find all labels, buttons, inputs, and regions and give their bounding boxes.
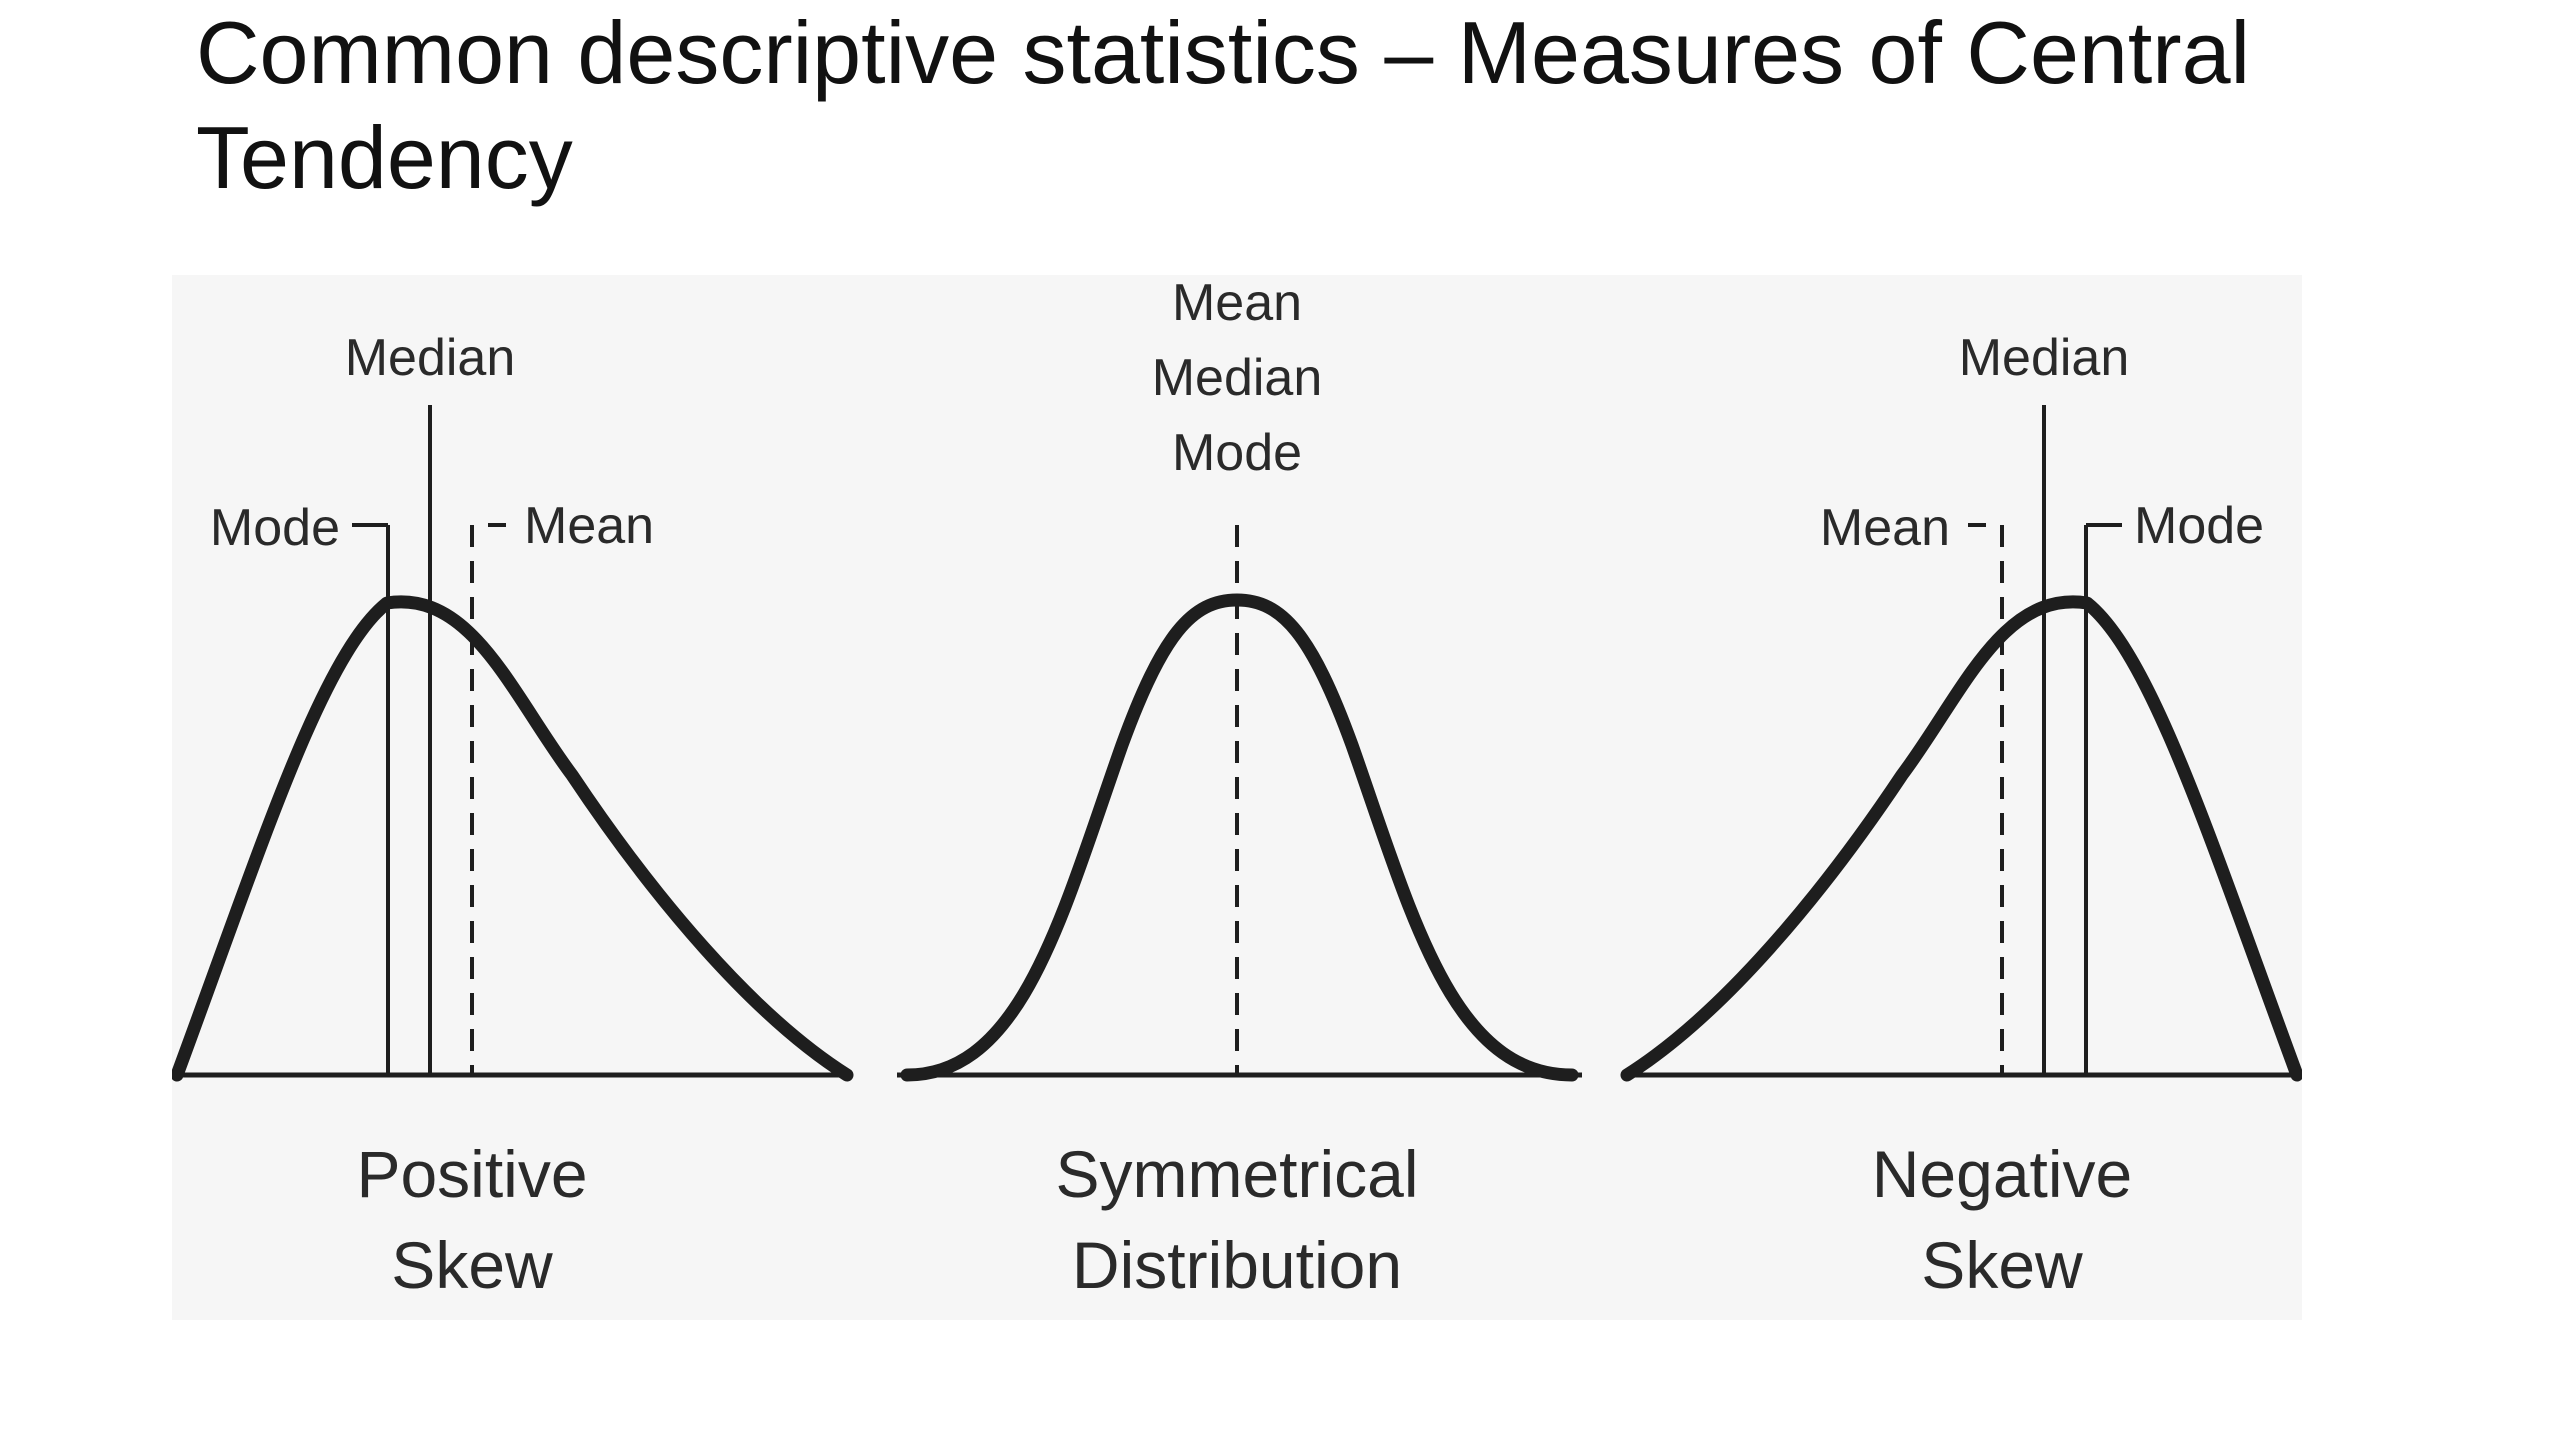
negative-skew-mean-label: Mean bbox=[1820, 499, 1950, 557]
positive-skew-mean-label: Mean bbox=[524, 497, 654, 555]
symmetrical-mode-label: Mode bbox=[1172, 424, 1302, 482]
panel-symmetrical: Mean Median Mode Symmetrical Distributio… bbox=[897, 275, 1582, 1302]
slide-title-line-2: Tendency bbox=[196, 108, 573, 207]
positive-skew-caption-line-2: Skew bbox=[391, 1228, 553, 1302]
skew-diagram-svg: Median Mode Mean Positive Skew Mean Medi… bbox=[172, 275, 2302, 1320]
slide-title: Common descriptive statistics – Measures… bbox=[196, 0, 2396, 210]
positive-skew-median-label: Median bbox=[345, 329, 516, 387]
symmetrical-caption-line-2: Distribution bbox=[1072, 1228, 1402, 1302]
negative-skew-curve bbox=[1620, 595, 2302, 1082]
symmetrical-mean-label: Mean bbox=[1172, 275, 1302, 332]
positive-skew-mode-label: Mode bbox=[210, 499, 340, 557]
slide-title-line-1: Common descriptive statistics – Measures… bbox=[196, 3, 2251, 102]
negative-skew-mode-label: Mode bbox=[2134, 497, 2264, 555]
positive-skew-caption-line-1: Positive bbox=[356, 1137, 587, 1211]
panel-positive-skew: Median Mode Mean Positive Skew bbox=[172, 329, 854, 1302]
negative-skew-caption-line-1: Negative bbox=[1872, 1137, 2133, 1211]
symmetrical-median-label: Median bbox=[1152, 349, 1323, 407]
symmetrical-caption-line-1: Symmetrical bbox=[1055, 1137, 1418, 1211]
negative-skew-caption-line-2: Skew bbox=[1921, 1228, 2083, 1302]
negative-skew-median-label: Median bbox=[1959, 329, 2130, 387]
positive-skew-curve bbox=[172, 595, 854, 1082]
skew-diagram: Median Mode Mean Positive Skew Mean Medi… bbox=[172, 275, 2302, 1320]
panel-negative-skew: Median Mean Mode Negative Skew bbox=[1620, 329, 2302, 1302]
